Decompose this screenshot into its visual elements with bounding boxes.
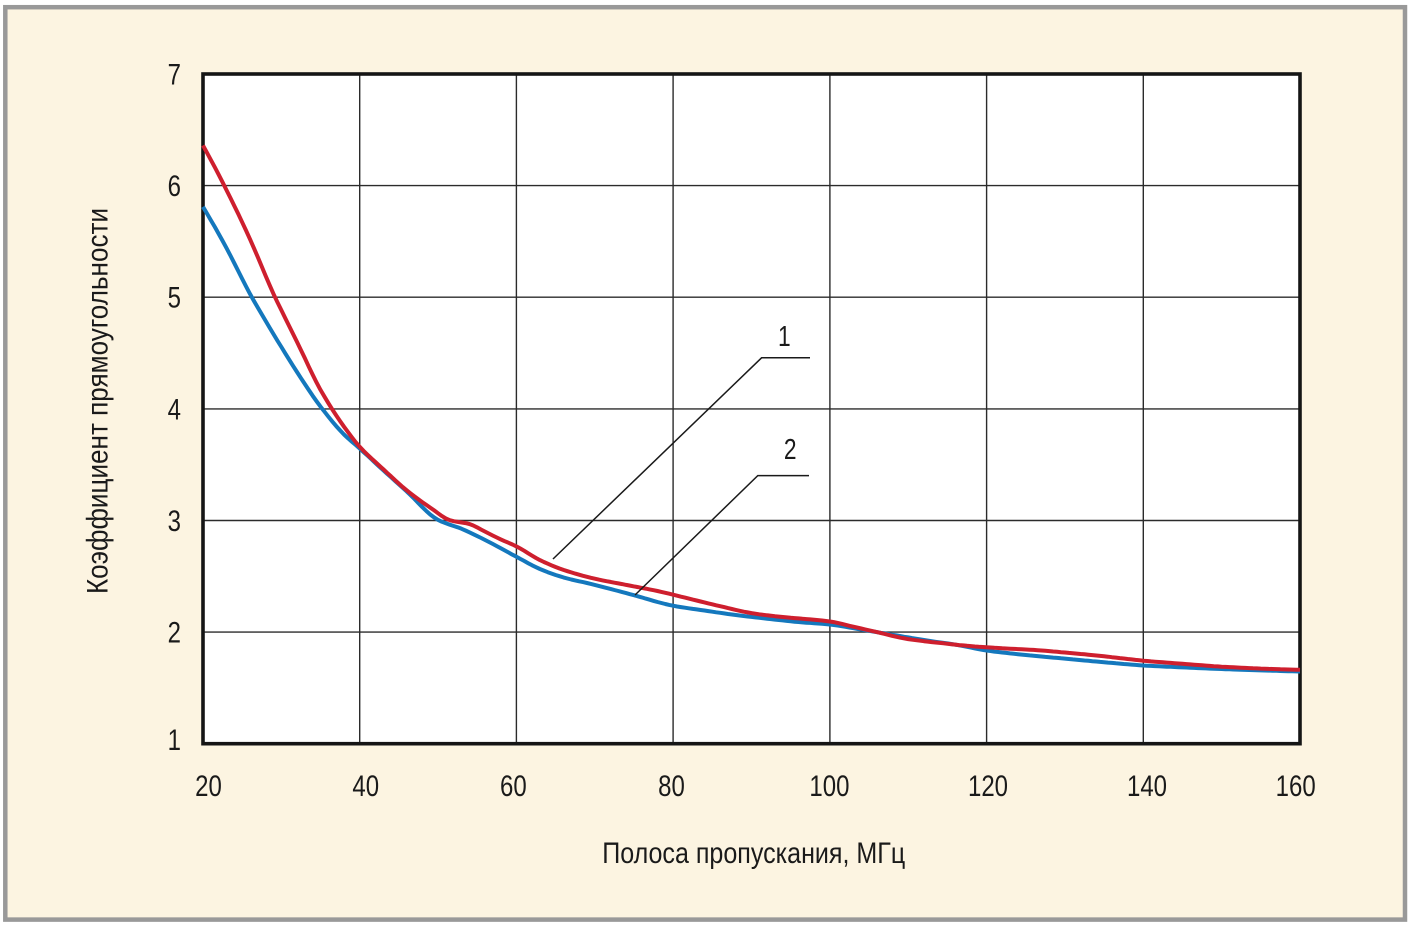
svg-text:1: 1 <box>778 322 791 353</box>
svg-text:3: 3 <box>168 503 181 537</box>
svg-text:120: 120 <box>968 768 1008 802</box>
svg-text:Коэффициент прямоугольности: Коэффициент прямоугольности <box>81 208 114 594</box>
svg-text:5: 5 <box>168 280 181 314</box>
svg-text:6: 6 <box>168 168 181 202</box>
svg-text:140: 140 <box>1127 768 1167 802</box>
svg-text:1: 1 <box>168 722 181 756</box>
svg-text:2: 2 <box>784 435 797 466</box>
svg-text:Полоса пропускания, МГц: Полоса пропускания, МГц <box>602 836 905 869</box>
svg-text:20: 20 <box>195 768 222 802</box>
svg-text:4: 4 <box>168 392 181 426</box>
svg-text:100: 100 <box>809 768 849 802</box>
svg-text:40: 40 <box>352 768 379 802</box>
svg-text:2: 2 <box>168 615 181 649</box>
svg-text:7: 7 <box>168 57 181 91</box>
svg-text:160: 160 <box>1276 768 1316 802</box>
svg-text:80: 80 <box>658 768 685 802</box>
svg-text:60: 60 <box>500 768 527 802</box>
